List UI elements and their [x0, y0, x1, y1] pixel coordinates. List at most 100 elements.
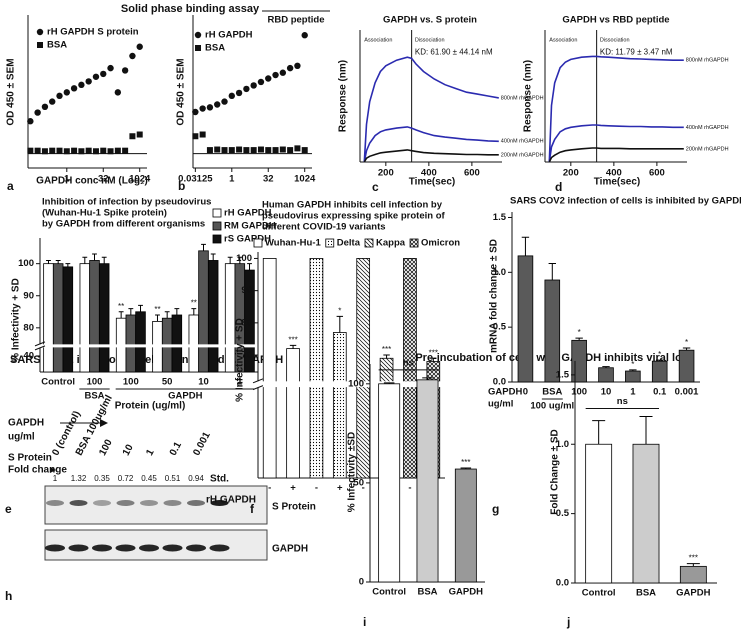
error-bar [639, 416, 653, 445]
x-tick-label: 100 [123, 377, 139, 388]
point [71, 147, 78, 154]
point [301, 32, 308, 39]
fold-change: 1 [53, 474, 58, 483]
y-tick-label: 1.5 [556, 369, 570, 380]
chart-title: SARS COV2 infection of cells is inhibite… [510, 196, 741, 207]
error-bar [227, 256, 233, 264]
x-tick-label: 200 [563, 168, 579, 179]
y-tick-label: 0.0 [556, 578, 569, 589]
legend-label: Delta [337, 238, 361, 249]
legend-label: Omicron [421, 238, 460, 249]
lane-label: 0.001 [191, 430, 213, 458]
point [92, 148, 99, 155]
group-label: BSA [84, 391, 104, 402]
band-label: S Protein [272, 502, 316, 513]
error-bar [191, 308, 197, 315]
x-tick-label: 600 [464, 168, 480, 179]
x-tick-label: BSA [417, 587, 437, 598]
legend-label: rH GAPDH [205, 30, 253, 41]
lane-label: 1 [144, 447, 157, 457]
group-label: GAPDH [168, 391, 202, 402]
chart-title: (Wuhan-Hu-1 Spike protein) [42, 208, 167, 219]
y-axis-label: % Infectivity ±SD [347, 432, 358, 513]
point [257, 146, 264, 153]
bar [678, 349, 695, 383]
error-bar [602, 366, 610, 368]
x-tick-label: - [408, 483, 411, 494]
x-tick-label: 32 [98, 174, 109, 185]
legend-swatch [325, 238, 335, 248]
series-label: 400nM rhGAPDH [501, 139, 544, 145]
point [121, 67, 129, 74]
bar [224, 263, 236, 373]
error-bar [592, 420, 606, 445]
y-tick-label: 100 [348, 378, 364, 389]
y-tick-label: 0.0 [493, 377, 506, 388]
bar [135, 311, 146, 373]
category-header: GAPDH [488, 387, 522, 398]
legend-swatch [212, 208, 222, 218]
bar [356, 258, 371, 479]
standard-label: Std. [210, 474, 229, 485]
point [250, 147, 257, 154]
series-label: 800nM rhGAPDH [686, 58, 729, 64]
panel-label: c [372, 180, 379, 194]
point [129, 133, 136, 140]
point [122, 147, 129, 154]
error-bar [383, 354, 390, 359]
point [214, 146, 221, 153]
annotation: Association [364, 38, 392, 44]
bar [625, 370, 641, 383]
panel-label: d [555, 180, 562, 194]
panel-label: g [492, 502, 499, 516]
point [206, 104, 214, 111]
bar [188, 314, 200, 373]
significance: *** [461, 458, 470, 467]
error-bar [174, 308, 180, 315]
axis-break-mark [252, 378, 264, 384]
bar [43, 263, 54, 373]
y-tick-label: 90 [23, 290, 34, 301]
fold-change: 0.45 [141, 474, 157, 483]
x-tick-label: 1 [630, 387, 636, 398]
y-axis-label: OD 450 ± SEM [176, 58, 187, 125]
y-tick-label: 0 [359, 577, 364, 588]
error-bar [289, 344, 297, 349]
y-axis-label: mRNA fold change ± SD [489, 239, 500, 353]
series-label: 400nM rhGAPDH [686, 125, 729, 131]
point [63, 89, 71, 96]
point [294, 62, 301, 70]
point [41, 148, 48, 155]
x-axis-label: Protein (ug/ml) [115, 401, 186, 412]
significance: *** [689, 554, 698, 563]
dose-label: GAPDH [8, 418, 44, 429]
annotation: Dissociation [600, 38, 630, 44]
x-tick-label: BSA [636, 588, 656, 599]
bar [62, 266, 74, 373]
arrow-head [50, 467, 56, 473]
significance: *** [288, 336, 297, 345]
x-tick-label: 1 [64, 174, 70, 185]
x-tick-label: + [290, 483, 296, 494]
significance: * [631, 360, 634, 369]
unit-label: ug/ml [488, 399, 513, 410]
panel-label: b [178, 179, 185, 193]
point [272, 71, 279, 79]
fold-change: 0.94 [188, 474, 204, 483]
x-tick-label: 1024 [129, 174, 151, 185]
fold-change-label: Fold change [8, 465, 67, 476]
point [192, 133, 199, 140]
point [114, 89, 122, 96]
point [192, 108, 199, 116]
blot-band [116, 500, 135, 506]
panel-label: j [566, 615, 570, 629]
annotation: KD: 11.79 ± 3.47 nM [600, 48, 673, 57]
blot-band [209, 544, 230, 552]
chart-title: Inhibition of infection by pseudovirus [42, 197, 211, 208]
blot-band [163, 500, 182, 506]
x-tick-label: 1 [237, 377, 243, 388]
point [85, 78, 92, 85]
chart-panel: e Inhibition of infection by pseudovirus(… [5, 197, 276, 517]
chart-title: by GAPDH from different organisms [42, 219, 205, 230]
series-line [548, 124, 684, 163]
